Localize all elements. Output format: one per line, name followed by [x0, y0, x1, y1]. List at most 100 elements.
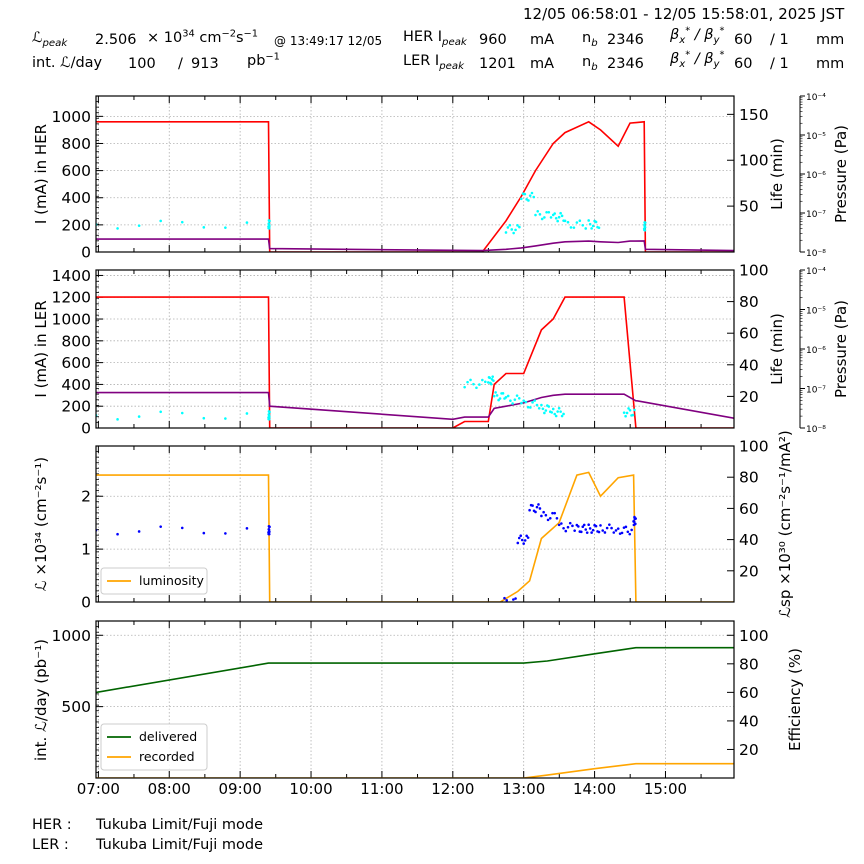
scatter-point	[268, 219, 271, 223]
y2-tick-label: 100	[739, 262, 769, 280]
int-lumi-sep: /	[178, 56, 183, 72]
scatter-point	[566, 525, 570, 529]
y-tick-label: 0	[81, 420, 91, 438]
y2-axis-label: Life (min)	[768, 313, 786, 385]
y-tick-label: 1200	[52, 289, 91, 307]
y2-tick-label: 20	[739, 562, 759, 580]
scatter-point	[560, 522, 563, 525]
scatter-point	[180, 526, 184, 530]
scatter-point	[546, 518, 550, 522]
scatter-point	[594, 524, 598, 528]
x-tick-label: 14:00	[573, 780, 616, 798]
scatter-point	[159, 219, 162, 223]
series-line-delivered	[96, 646, 734, 694]
series-line-pressure	[96, 238, 734, 252]
x-tick-label: 10:00	[289, 780, 332, 798]
scatter-point	[581, 223, 585, 227]
pressure-tick-label: 10⁻⁶	[806, 346, 826, 356]
scatter-point	[116, 418, 119, 421]
legend-label: recorded	[139, 749, 195, 764]
scatter-point	[634, 517, 637, 520]
scatter-point	[541, 407, 545, 411]
y2-tick-label: 80	[739, 293, 759, 311]
scatter-point	[545, 210, 548, 214]
y-axis-label: ℒ ×10³⁴ (cm⁻²s⁻¹)	[32, 457, 50, 591]
scatter-point	[531, 504, 534, 507]
y-tick-label: 1000	[52, 108, 91, 126]
ler-ipeak-value: 1201	[479, 56, 516, 72]
int-lumi-unit: pb−1	[247, 51, 280, 69]
scatter-point	[557, 406, 561, 410]
scatter-point	[540, 514, 543, 518]
scatter-point	[159, 410, 162, 414]
y-tick-label: 800	[61, 135, 91, 153]
series-line-i-ma-	[96, 296, 734, 428]
scatter-point	[534, 213, 537, 217]
scatter-point	[268, 410, 271, 414]
y2-tick-label: 150	[739, 106, 769, 124]
scatter-point	[547, 210, 551, 214]
her-nb-label: nb	[582, 30, 598, 49]
scatter-point	[513, 398, 517, 401]
scatter-point	[516, 541, 520, 545]
scatter-point	[518, 225, 521, 229]
scatter-point	[563, 219, 567, 223]
scatter-point	[626, 530, 630, 534]
scatter-point	[551, 511, 554, 515]
scatter-point	[562, 526, 565, 530]
scatter-point	[506, 226, 510, 229]
lpeak-label: ℒpeak	[32, 30, 68, 49]
scatter-point	[557, 523, 561, 527]
scatter-point	[514, 228, 517, 232]
scatter-point	[610, 526, 613, 530]
x-tick-label: 11:00	[360, 780, 403, 798]
scatter-point	[603, 531, 607, 534]
scatter-point	[548, 517, 552, 520]
ler-ipeak-unit: mA	[530, 56, 555, 72]
scatter-point	[526, 405, 530, 409]
panel-integrated-luminosity: 500 1000 20 40 60 80 100 int. ℒ/day (pb⁻¹) Effic…	[32, 620, 804, 798]
footer-her-mode: Tukuba Limit/Fuji mode	[96, 817, 264, 833]
scatter-point	[554, 414, 558, 418]
scatter-point	[612, 531, 616, 534]
her-beta-y: / 1	[770, 32, 789, 48]
scatter-point	[537, 406, 541, 410]
scatter-point	[534, 510, 537, 514]
scatter-point	[543, 411, 546, 415]
scatter-point	[180, 220, 184, 224]
footer-ler-label: LER :	[32, 837, 69, 853]
scatter-point	[628, 532, 632, 536]
plot-frame	[95, 95, 735, 253]
scatter-point	[620, 531, 624, 535]
scatter-point	[202, 416, 206, 420]
y-tick-label: 400	[61, 376, 91, 394]
y2-tick-label: 40	[739, 712, 759, 730]
her-ipeak-unit: mA	[530, 32, 555, 48]
scatter-point	[495, 394, 499, 397]
scatter-point	[643, 221, 647, 224]
pressure-axis-label: Pressure (Pa)	[832, 125, 850, 223]
scatter-point	[601, 529, 605, 532]
plot-frame	[95, 620, 735, 779]
scatter-point	[628, 408, 632, 412]
scatter-point	[572, 226, 576, 229]
scatter-point	[472, 382, 475, 386]
scatter-point	[537, 503, 540, 506]
scatter-point	[224, 532, 227, 535]
scatter-point	[605, 526, 609, 530]
y-axis-label: I (mA) in LER	[32, 300, 50, 397]
scatter-point	[597, 530, 601, 534]
scatter-point	[511, 402, 514, 405]
scatter-point	[530, 191, 534, 195]
scatter-point	[245, 412, 249, 415]
scatter-point	[268, 415, 271, 419]
scatter-point	[560, 414, 564, 418]
y2-axis-label: Life (min)	[768, 138, 786, 210]
scatter-point	[116, 532, 119, 536]
scatter-point	[268, 224, 271, 228]
int-lumi-label: int. ℒ/day	[32, 55, 103, 71]
scatter-point	[202, 226, 206, 229]
scatter-point	[542, 510, 545, 514]
scatter-point	[543, 216, 546, 219]
y-tick-label: 200	[61, 216, 91, 234]
